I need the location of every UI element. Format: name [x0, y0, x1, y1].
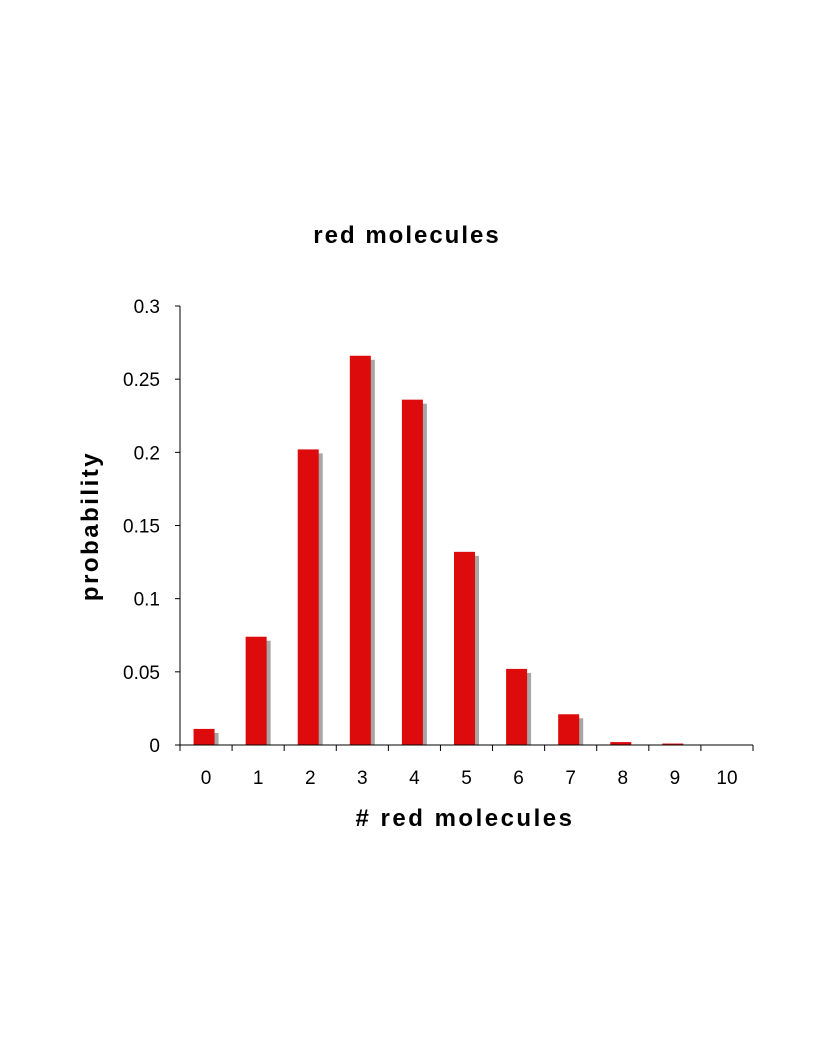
x-axis-title: # red molecules	[356, 805, 575, 832]
bars-layer	[193, 355, 684, 745]
x-tick-label: 2	[305, 768, 316, 789]
bar	[349, 355, 371, 745]
x-tick-label: 5	[461, 768, 472, 789]
tick-labels-layer: 0 0.05 0.1 0.15 0.2 0.25 0.3 0 1 2 3 4 5 6 7 8 9 10	[123, 297, 738, 789]
y-tick-label: 0.2	[134, 443, 160, 464]
bar	[506, 668, 528, 745]
x-tick-label: 0	[201, 768, 212, 789]
x-tick-label: 7	[565, 768, 576, 789]
y-tick-label: 0.15	[123, 517, 160, 538]
bar	[245, 636, 267, 745]
x-tick-label: 4	[409, 768, 420, 789]
bar	[662, 743, 684, 745]
y-tick-label: 0	[149, 736, 160, 757]
x-tick-label: 8	[617, 768, 628, 789]
x-tick-label: 10	[716, 768, 737, 789]
x-tick-label: 9	[670, 768, 681, 789]
bar	[297, 449, 319, 745]
x-tick-label: 1	[253, 768, 264, 789]
chart-title: red molecules	[313, 222, 500, 249]
axes-layer	[175, 305, 754, 751]
bar	[558, 714, 580, 745]
y-tick-label: 0.25	[123, 370, 160, 391]
bar	[454, 551, 475, 745]
x-tick-label: 6	[513, 768, 524, 789]
y-tick-label: 0.3	[134, 297, 160, 318]
y-tick-label: 0.05	[123, 663, 160, 684]
y-axis-title: probability	[77, 451, 104, 601]
y-tick-label: 0.1	[134, 590, 160, 611]
x-tick-label: 3	[357, 768, 368, 789]
bar	[193, 728, 215, 745]
bar	[610, 742, 632, 745]
bar	[401, 399, 423, 745]
